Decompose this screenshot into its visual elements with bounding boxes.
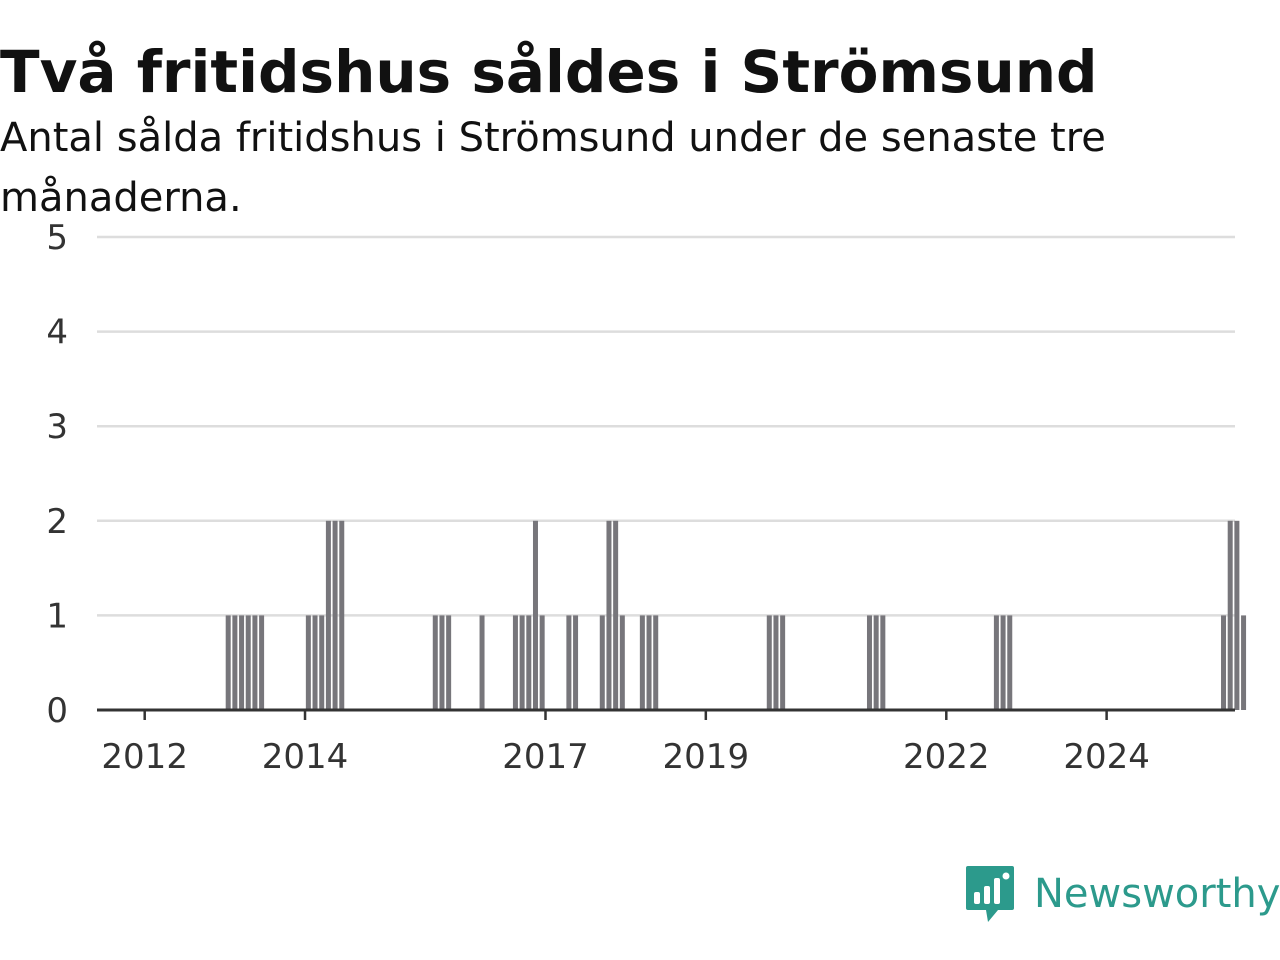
- bar: [232, 615, 238, 710]
- newsworthy-logo-icon: [966, 866, 1014, 922]
- bar: [653, 615, 659, 710]
- bar: [519, 615, 525, 710]
- bar: [512, 615, 518, 710]
- y-tick-label: 1: [46, 596, 68, 636]
- bar: [252, 615, 258, 710]
- y-tick-label: 4: [46, 313, 68, 353]
- bar: [259, 615, 265, 710]
- bar: [305, 615, 311, 710]
- bar: [332, 520, 338, 710]
- y-tick-label: 0: [46, 691, 68, 731]
- bar: [532, 520, 538, 710]
- bar: [446, 615, 452, 710]
- brand-name: Newsworthy: [1034, 871, 1280, 917]
- bar: [1007, 615, 1013, 710]
- x-tick-label: 2012: [101, 737, 188, 777]
- bar: [606, 520, 612, 710]
- bar: [619, 615, 625, 710]
- bar: [312, 615, 318, 710]
- bar: [780, 615, 786, 710]
- bar: [880, 615, 886, 710]
- bar: [873, 615, 879, 710]
- bar: [325, 520, 331, 710]
- bar: [639, 615, 645, 710]
- y-tick-label: 3: [46, 407, 68, 447]
- bar: [526, 615, 532, 710]
- chart-title: Två fritidshus såldes i Strömsund: [0, 38, 1098, 106]
- bar: [1227, 520, 1233, 710]
- bar: [319, 615, 325, 710]
- bar: [479, 615, 485, 710]
- bar: [866, 615, 872, 710]
- bar: [646, 615, 652, 710]
- x-tick-label: 2017: [502, 737, 589, 777]
- x-tick-label: 2019: [663, 737, 750, 777]
- bar: [993, 615, 999, 710]
- bar: [1221, 615, 1227, 710]
- bar: [539, 615, 545, 710]
- bar: [566, 615, 572, 710]
- bar: [766, 615, 772, 710]
- bar: [245, 615, 251, 710]
- bar: [573, 615, 579, 710]
- bar: [613, 520, 619, 710]
- bar: [773, 615, 779, 710]
- bar: [239, 615, 245, 710]
- y-tick-label: 5: [46, 218, 68, 258]
- brand: Newsworthy: [964, 864, 1280, 924]
- x-tick-label: 2022: [903, 737, 990, 777]
- chart-subtitle: Antal sålda fritidshus i Strömsund under…: [0, 115, 1106, 221]
- bar: [599, 615, 605, 710]
- bar: [1234, 520, 1240, 710]
- bar: [1000, 615, 1006, 710]
- bar: [1241, 615, 1247, 710]
- x-tick-label: 2014: [262, 737, 349, 777]
- bar: [432, 615, 438, 710]
- bar: [439, 615, 445, 710]
- y-tick-label: 2: [46, 502, 68, 542]
- x-tick-label: 2024: [1063, 737, 1150, 777]
- bar: [339, 520, 345, 710]
- bar: [225, 615, 231, 710]
